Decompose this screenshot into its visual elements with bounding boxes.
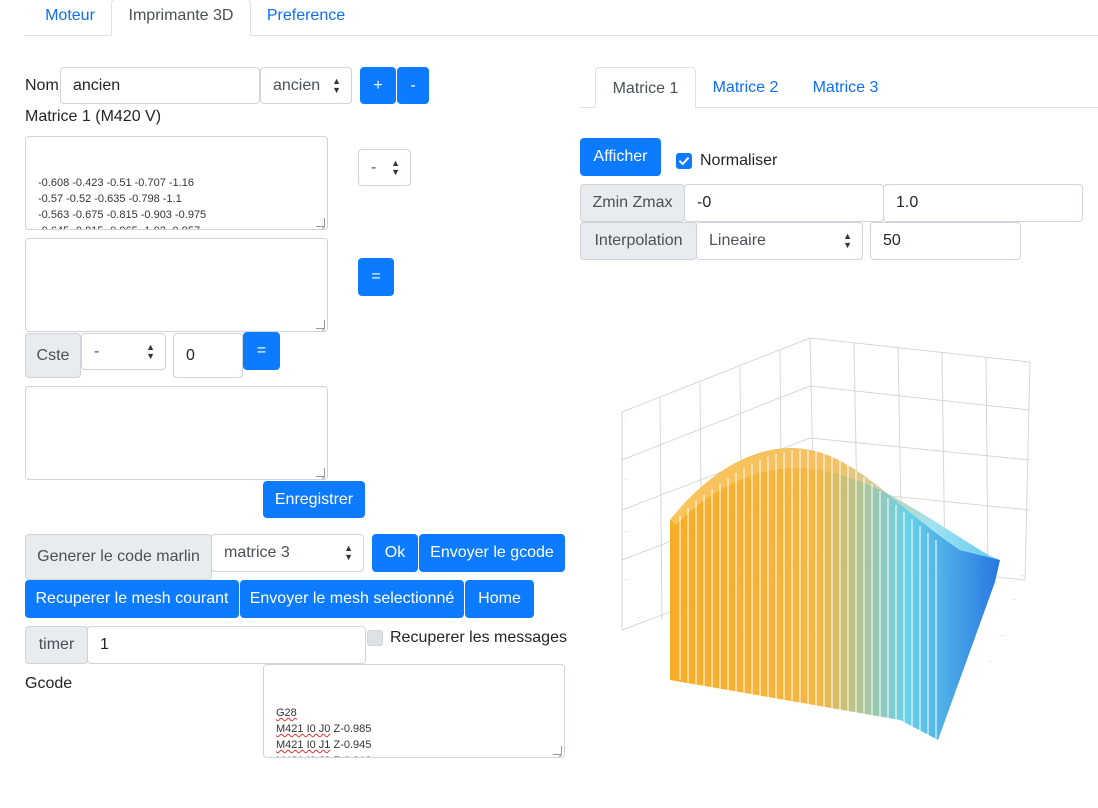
tab-matrice-2[interactable]: Matrice 2 xyxy=(712,79,779,96)
gcode-label: Gcode xyxy=(25,675,73,692)
tabs-border xyxy=(24,35,111,36)
gcode-args: Z-0.985 xyxy=(330,723,372,735)
generer-label: Generer le code marlin xyxy=(25,534,212,580)
envoyer-gcode-button[interactable]: Envoyer le gcode xyxy=(419,534,565,572)
tab-preference[interactable]: Preference xyxy=(266,7,346,24)
gcode-args: Z-0.945 xyxy=(330,739,372,751)
resize-grip-icon[interactable] xyxy=(553,746,562,755)
resize-grip-icon[interactable] xyxy=(316,468,325,477)
zrange-label: Zmin Zmax xyxy=(580,184,685,222)
tab-imprimante-3d[interactable]: Imprimante 3D xyxy=(111,0,251,36)
matrix1-line: -0.645 -0.815 -0.965 -1.02 -0.957 xyxy=(38,223,315,229)
gcode-line: M421 I0 J2 Z-0.918 xyxy=(276,753,552,757)
svg-text:··: ·· xyxy=(624,476,628,484)
nom-label: Nom xyxy=(25,77,59,94)
nom-select[interactable]: ancien ▲ ▼ xyxy=(260,67,352,104)
select-caret-icon: ▲ ▼ xyxy=(843,231,852,250)
gcode-line: M421 I0 J0 Z-0.985 xyxy=(276,721,552,737)
remove-button[interactable]: - xyxy=(397,67,429,104)
cste-op-value: - xyxy=(94,343,100,360)
gcode-args: Z-0.918 xyxy=(330,755,371,757)
recuperer-messages-checkbox[interactable] xyxy=(367,630,383,646)
tabs-border xyxy=(251,35,1098,36)
zmin-input[interactable]: -0 xyxy=(684,184,884,222)
svg-text:··: ·· xyxy=(1020,572,1024,580)
operation-select[interactable]: - ▲ ▼ xyxy=(358,149,411,186)
matrix1-line: -0.608 -0.423 -0.51 -0.707 -1.16 xyxy=(38,177,194,189)
result-textarea[interactable] xyxy=(25,386,328,480)
axis-ticks: · ·· ·· ·· ·· · ·· ·· ·· ·· xyxy=(624,418,1024,666)
mesh-surface xyxy=(670,448,1000,740)
svg-text:··: ·· xyxy=(624,528,628,536)
ok-button[interactable]: Ok xyxy=(372,534,418,572)
viewer-tabs-border xyxy=(580,107,595,108)
envoyer-mesh-button[interactable]: Envoyer le mesh selectionné xyxy=(240,580,464,618)
recuperer-messages-label: Recuperer les messages xyxy=(390,629,567,646)
tab-matrice-3[interactable]: Matrice 3 xyxy=(812,79,879,96)
svg-text:··: ·· xyxy=(1012,596,1016,604)
timer-label: timer xyxy=(25,626,88,664)
matrix1-textarea[interactable]: -0.608 -0.423 -0.51 -0.707 -1.16 -0.57 -0… xyxy=(25,136,328,230)
check-icon xyxy=(679,157,689,165)
tab-matrice-1[interactable]: Matrice 1 xyxy=(595,67,696,108)
equals-button[interactable]: = xyxy=(358,258,394,296)
interpolation-label: Interpolation xyxy=(580,222,697,260)
gcode-line: G28 xyxy=(276,705,552,721)
cste-equals-button[interactable]: = xyxy=(243,332,280,370)
gcode-command: M421 I0 J0 xyxy=(276,723,331,735)
gcode-command: G28 xyxy=(276,707,297,719)
svg-text:·: · xyxy=(680,658,682,666)
matrix1-line: -0.57 -0.52 -0.635 -0.798 -1.1 xyxy=(38,193,182,205)
zmax-input[interactable]: 1.0 xyxy=(883,184,1083,222)
select-caret-icon: ▲ ▼ xyxy=(344,543,353,562)
svg-text:·: · xyxy=(624,418,626,426)
cste-op-select[interactable]: - ▲ ▼ xyxy=(81,333,166,370)
cste-input[interactable]: 0 xyxy=(173,333,243,378)
normaliser-label: Normaliser xyxy=(700,152,778,169)
tab-moteur[interactable]: Moteur xyxy=(45,7,95,24)
interpolation-select[interactable]: Lineaire ▲ ▼ xyxy=(696,222,863,260)
resize-grip-icon[interactable] xyxy=(316,218,325,227)
matrix-choice-value: matrice 3 xyxy=(224,544,290,561)
interpolation-value: Lineaire xyxy=(709,232,766,249)
matrix-choice-select[interactable]: matrice 3 ▲ ▼ xyxy=(211,534,364,572)
cste-label: Cste xyxy=(25,333,81,378)
svg-text:··: ·· xyxy=(638,614,642,622)
recuperer-mesh-button[interactable]: Recuperer le mesh courant xyxy=(25,580,239,618)
afficher-button[interactable]: Afficher xyxy=(580,138,661,176)
operation-select-value: - xyxy=(371,159,377,176)
home-button[interactable]: Home xyxy=(465,580,534,618)
gcode-command: M421 I0 J2 xyxy=(276,755,330,757)
svg-text:··: ·· xyxy=(624,576,628,584)
svg-text:··: ·· xyxy=(1000,632,1004,640)
add-button[interactable]: + xyxy=(360,67,396,104)
gcode-command: M421 I0 J1 xyxy=(276,739,331,751)
timer-input[interactable]: 1 xyxy=(87,626,366,664)
interpolation-steps-input[interactable]: 50 xyxy=(870,222,1021,260)
nom-input[interactable]: ancien xyxy=(60,67,260,104)
matrix-title: Matrice 1 (M420 V) xyxy=(25,108,162,125)
matrix1-line: -0.563 -0.675 -0.815 -0.903 -0.975 xyxy=(38,209,207,221)
select-caret-icon: ▲ ▼ xyxy=(391,157,400,177)
svg-text:··: ·· xyxy=(988,658,992,666)
enregistrer-button[interactable]: Enregistrer xyxy=(263,481,365,518)
resize-grip-icon[interactable] xyxy=(316,320,325,329)
select-caret-icon: ▲ ▼ xyxy=(332,75,341,95)
nom-select-value: ancien xyxy=(273,77,321,94)
gcode-line: M421 I0 J1 Z-0.945 xyxy=(276,737,552,753)
select-caret-icon: ▲ ▼ xyxy=(146,341,155,361)
mesh-3d-plot[interactable]: · ·· ·· ·· ·· · ·· ·· ·· ·· xyxy=(600,320,1060,790)
viewer-tabs-border xyxy=(696,107,1098,108)
matrix2-textarea[interactable] xyxy=(25,238,328,332)
normaliser-checkbox[interactable] xyxy=(676,153,692,169)
matrix1-content: -0.608 -0.423 -0.51 -0.707 -1.16 -0.57 -0… xyxy=(38,175,315,229)
